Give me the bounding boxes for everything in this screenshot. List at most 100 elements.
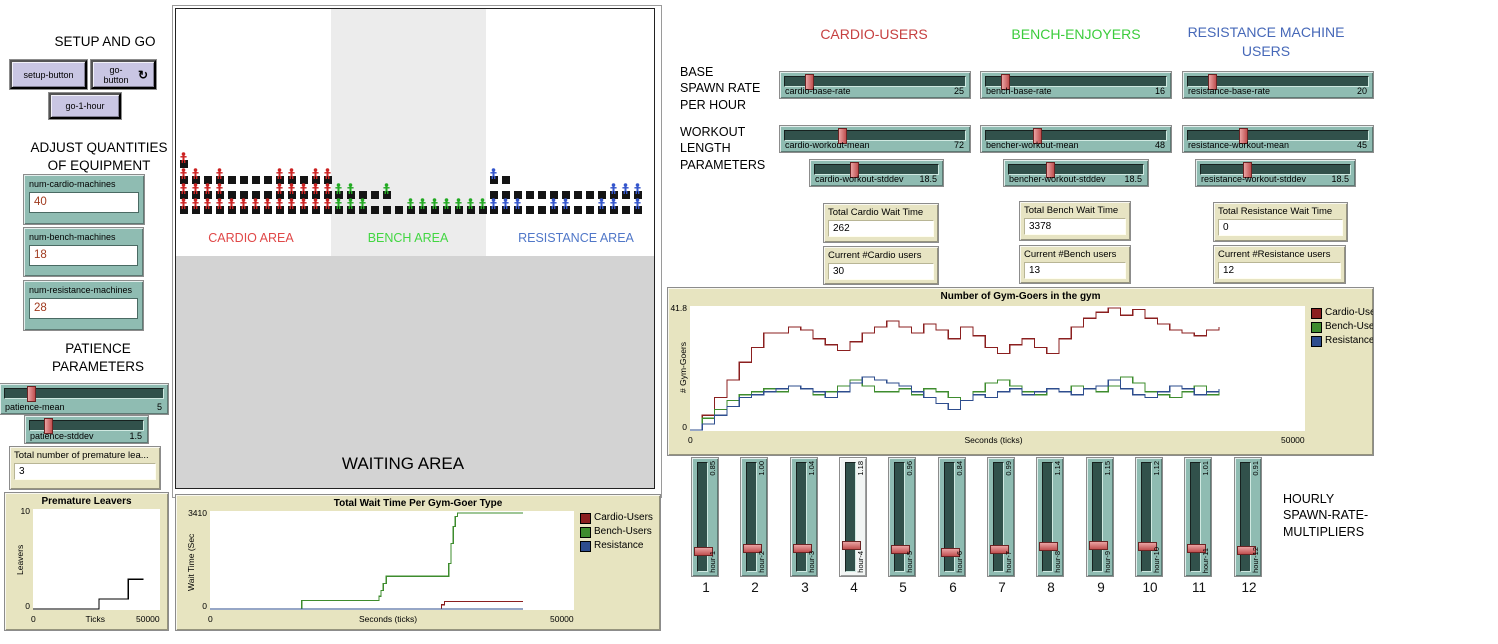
go-button[interactable]: go-button ↻ [91, 60, 156, 89]
resistance-area-label: RESISTANCE AREA [518, 231, 634, 245]
slider-handle[interactable] [941, 547, 960, 557]
slider-handle[interactable] [1000, 74, 1010, 90]
hour-slider-hour-10[interactable]: 1.12 hour-10 [1136, 458, 1162, 576]
slider-handle[interactable] [1046, 162, 1056, 178]
series-Cardio-Users [210, 600, 524, 610]
cardio-machine-square [264, 206, 272, 214]
slider-groove [29, 420, 144, 431]
slider-handle[interactable] [1039, 541, 1058, 551]
resistance-workout-mean-slider[interactable]: resistance-workout-mean 45 [1183, 126, 1373, 152]
bencher-workout-stddev-slider[interactable]: bencher-workout-stddev 18.5 [1004, 160, 1148, 186]
slider-groove [1187, 130, 1369, 141]
slider-handle[interactable] [837, 128, 847, 144]
slider-handle[interactable] [743, 544, 762, 554]
forever-icon: ↻ [137, 67, 148, 82]
resistance-person-icon [513, 196, 522, 209]
slider-groove [985, 130, 1167, 141]
hour-slider-hour-3[interactable]: 1.04 hour-3 [791, 458, 817, 576]
cardio-person-icon [191, 196, 200, 209]
slider-handle[interactable] [793, 543, 812, 553]
resistance-workout-stddev-slider[interactable]: resistance-workout-stddev 18.5 [1196, 160, 1355, 186]
cardio-machine-square [300, 176, 308, 184]
cardio-machine-square [252, 206, 260, 214]
cardio-base-rate-slider[interactable]: cardio-base-rate 25 [780, 72, 970, 98]
cardio-person-icon [179, 181, 188, 194]
patience-stddev-slider[interactable]: patience-stddev 1.5 [25, 416, 148, 443]
bench-machine-square [395, 206, 403, 214]
patience-mean-slider[interactable]: patience-mean 5 [0, 384, 168, 414]
slider-handle[interactable] [43, 418, 53, 434]
cardio-machine-square [240, 176, 248, 184]
slider-handle[interactable] [842, 540, 861, 550]
slider-name: hour-10 [1152, 547, 1161, 573]
setup-button[interactable]: setup-button [10, 60, 87, 89]
num-cardio-machines-input[interactable]: num-cardio-machines 40 [24, 175, 144, 224]
cardio-machine-square [204, 191, 212, 199]
series-Resistance [690, 376, 1220, 431]
bench-person-icon [442, 196, 451, 209]
cardio-machine-square [192, 206, 200, 214]
hour-slider-hour-5[interactable]: 0.96 hour-5 [889, 458, 915, 576]
slider-handle[interactable] [1242, 162, 1252, 178]
slider-groove [796, 462, 807, 572]
hour-slider-hour-11[interactable]: 1.01 hour-11 [1185, 458, 1211, 576]
slider-handle[interactable] [1138, 541, 1157, 551]
slider-handle[interactable] [1207, 74, 1217, 90]
slider-groove [1200, 164, 1351, 175]
hour-tick-label: 10 [1142, 580, 1158, 595]
hour-slider-hour-4[interactable]: 1.18 hour-4 [840, 458, 866, 576]
bencher-workout-mean-slider[interactable]: bencher-workout-mean 48 [981, 126, 1171, 152]
resistance-person-icon [597, 196, 606, 209]
slider-handle[interactable] [694, 547, 713, 557]
hour-slider-hour-8[interactable]: 1.14 hour-8 [1037, 458, 1063, 576]
slider-handle[interactable] [990, 544, 1009, 554]
slider-groove [1187, 76, 1369, 87]
slider-handle[interactable] [804, 74, 814, 90]
hour-tick-label: 6 [949, 580, 957, 595]
slider-handle[interactable] [849, 162, 859, 178]
resistance-machine-square [634, 206, 642, 214]
plot-area [33, 509, 160, 610]
slider-handle[interactable] [1237, 546, 1256, 556]
hourly-multipliers-label: HOURLY SPAWN-RATE- MULTIPLIERS [1283, 492, 1369, 539]
resistance-person-icon [489, 196, 498, 209]
slider-handle[interactable] [1089, 541, 1108, 551]
cardio-workout-stddev-slider[interactable]: cardio-workout-stddev 18.5 [810, 160, 943, 186]
slider-handle[interactable] [1187, 544, 1206, 554]
resistance-machine-square [622, 191, 630, 199]
monitor-value: 3 [14, 463, 156, 480]
resistance-machine-square [610, 206, 618, 214]
hour-slider-hour-2[interactable]: 1.00 hour-2 [741, 458, 767, 576]
bench-base-rate-slider[interactable]: bench-base-rate 16 [981, 72, 1171, 98]
slider-groove [1141, 462, 1152, 572]
input-field[interactable]: 40 [29, 192, 139, 213]
input-field[interactable]: 28 [29, 298, 138, 319]
resistance-person-icon [633, 196, 642, 209]
resistance-base-rate-slider[interactable]: resistance-base-rate 20 [1183, 72, 1373, 98]
legend-swatch [580, 513, 591, 524]
resistance-machine-square [550, 191, 558, 199]
go-1-hour-button[interactable]: go-1-hour [49, 93, 121, 119]
slider-handle[interactable] [1033, 128, 1043, 144]
cardio-person-icon [263, 196, 272, 209]
cardio-workout-mean-slider[interactable]: cardio-workout-mean 72 [780, 126, 970, 152]
bench-machine-square [347, 206, 355, 214]
x-axis-name: Seconds (ticks) [359, 614, 418, 624]
num-bench-machines-input[interactable]: num-bench-machines 18 [24, 228, 143, 276]
slider-handle[interactable] [891, 545, 910, 555]
input-field[interactable]: 18 [29, 245, 138, 266]
hour-slider-hour-6[interactable]: 0.84 hour-6 [939, 458, 965, 576]
resistance-person-icon [609, 181, 618, 194]
plot-title: Premature Leavers [41, 496, 132, 507]
num-resistance-machines-input[interactable]: num-resistance-machines 28 [24, 281, 143, 330]
hour-slider-hour-12[interactable]: 0.91 hour-12 [1235, 458, 1261, 576]
hour-slider-hour-1[interactable]: 0.85 hour-1 [692, 458, 718, 576]
slider-name: resistance-workout-stddev [1201, 174, 1307, 184]
cardio-machine-square [252, 191, 260, 199]
slider-handle[interactable] [26, 386, 36, 402]
slider-handle[interactable] [1238, 128, 1248, 144]
hour-slider-hour-9[interactable]: 1.15 hour-9 [1087, 458, 1113, 576]
hour-slider-hour-7[interactable]: 0.99 hour-7 [988, 458, 1014, 576]
resistance-machine-square [490, 191, 498, 199]
